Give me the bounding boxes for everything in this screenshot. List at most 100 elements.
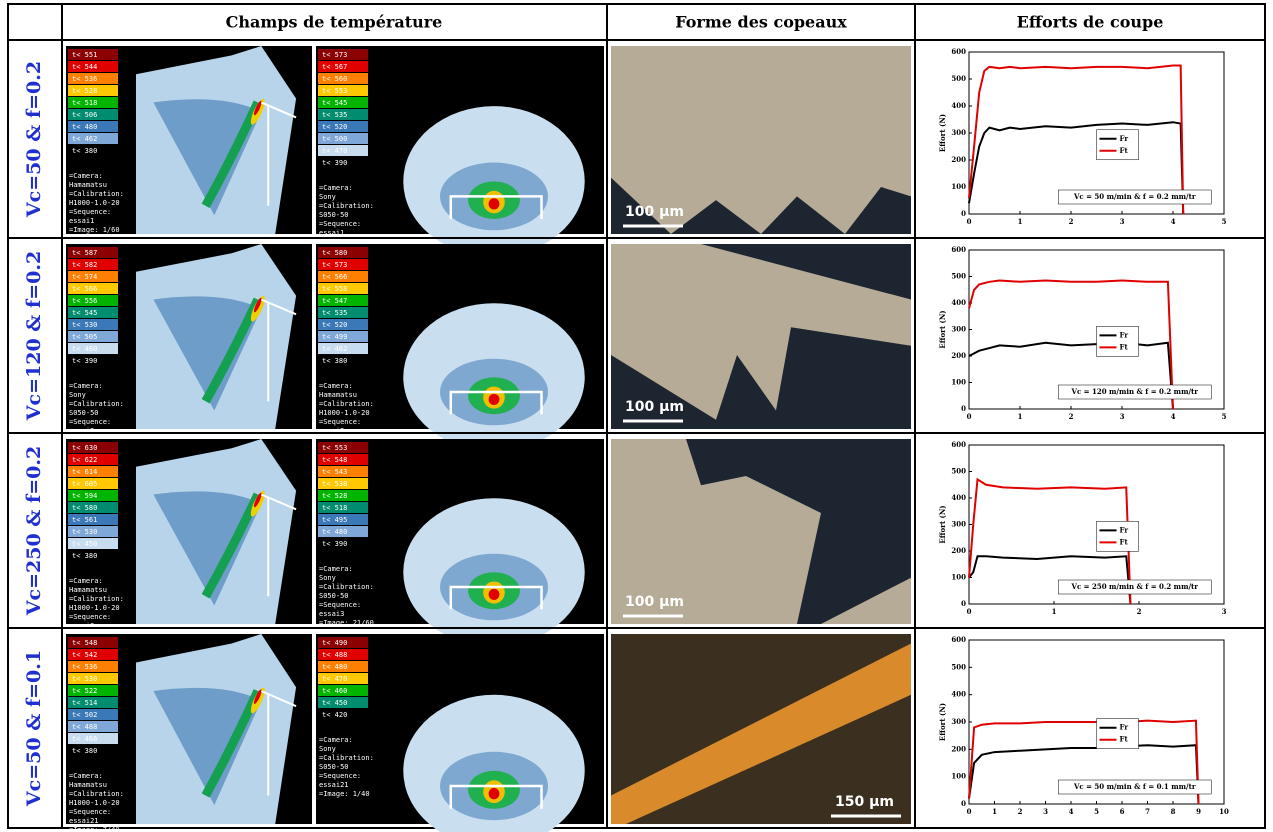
legend-label: t< 390	[72, 357, 97, 365]
legend-label: t< 551	[72, 51, 97, 59]
legend-swatch	[68, 97, 118, 108]
camera-info: Hamamatsu	[319, 391, 357, 399]
legend-label: t< 558	[322, 285, 347, 293]
x-tick-label: 2	[1137, 607, 1142, 616]
legend-label: Fr	[1120, 723, 1129, 732]
legend-swatch	[68, 49, 118, 60]
legend-label: t< 490	[322, 639, 347, 647]
x-tick-label: 1	[1018, 217, 1023, 226]
y-tick-label: 0	[961, 404, 966, 413]
legend-box	[1096, 326, 1139, 357]
camera-info: =Sequence:	[69, 808, 111, 816]
legend-label: t< 495	[322, 516, 347, 524]
x-tick-label: 4	[1171, 412, 1176, 421]
x-tick-label: 1	[1052, 607, 1057, 616]
header: Forme des copeaux	[675, 13, 847, 32]
y-tick-label: 100	[951, 573, 966, 582]
legend-label: t< 545	[72, 309, 97, 317]
y-tick-label: 0	[961, 209, 966, 218]
thermal-region	[153, 491, 262, 606]
annotation-box	[1058, 579, 1212, 595]
legend-swatch	[68, 697, 118, 708]
x-tick-label: 2	[1018, 807, 1023, 816]
legend-label: t< 518	[322, 504, 347, 512]
legend-label: t< 528	[322, 492, 347, 500]
legend-label: t< 536	[72, 75, 97, 83]
legend-swatch	[68, 331, 118, 342]
legend-swatch	[318, 121, 368, 132]
camera-info: essai2	[319, 427, 344, 435]
camera-info: =Calibration:	[69, 595, 124, 603]
thermal-region	[201, 492, 262, 599]
legend-swatch	[318, 247, 368, 258]
legend-swatch	[68, 709, 118, 720]
legend-label: t< 462	[322, 345, 347, 353]
tool-outline	[260, 101, 297, 206]
legend-label: t< 556	[72, 297, 97, 305]
chart-background	[919, 44, 1262, 234]
legend-label: t< 520	[322, 123, 347, 131]
chip-region	[686, 439, 911, 624]
legend-swatch	[68, 247, 118, 258]
legend-swatch	[318, 355, 368, 366]
legend-label: t< 535	[322, 111, 347, 119]
camera-info: =Image: 1/60	[69, 226, 120, 234]
scale-bar-label: 100 µm	[625, 594, 684, 610]
hot-spot	[488, 588, 500, 600]
tool-outline	[260, 690, 297, 796]
y-tick-label: 400	[951, 493, 966, 502]
legend-swatch	[68, 733, 118, 744]
x-tick-label: 1	[992, 807, 997, 816]
legend-label: t< 470	[322, 147, 347, 155]
legend-swatch	[318, 157, 368, 168]
legend-label: t< 553	[322, 444, 347, 452]
camera-info: essai21	[69, 817, 99, 825]
header: Efforts de coupe	[1017, 13, 1164, 32]
camera-info: =Calibration:	[319, 583, 374, 591]
x-tick-label: 3	[1222, 607, 1227, 616]
x-tick-label: 0	[967, 412, 972, 421]
legend-swatch	[318, 343, 368, 354]
camera-info: essai3	[319, 610, 344, 618]
camera-info: =Calibration:	[69, 790, 124, 798]
tool-outline	[449, 195, 543, 219]
camera-info: =Camera:	[69, 577, 103, 585]
camera-info: =Image: 7/40	[69, 826, 120, 832]
legend-label: Ft	[1120, 146, 1129, 155]
legend-swatch	[318, 673, 368, 684]
legend-label: t< 582	[72, 261, 97, 269]
legend-swatch	[68, 73, 118, 84]
scale-bar-label: 150 µm	[835, 794, 894, 810]
camera-info: Sony	[319, 574, 336, 582]
legend-label: t< 614	[72, 468, 97, 476]
camera-info: =Sequence:	[319, 601, 361, 609]
camera-info: S050-50	[69, 409, 99, 417]
force-line	[968, 279, 1174, 410]
y-tick-label: 200	[951, 155, 966, 164]
legend-swatch	[318, 319, 368, 330]
legend-label: t< 528	[72, 87, 97, 95]
camera-info: Hamamatsu	[69, 181, 107, 189]
y-tick-label: 600	[951, 47, 966, 56]
annotation: Vc = 50 m/min & f = 0.2 mm/tr	[1073, 192, 1196, 201]
chip-region	[611, 177, 911, 234]
chart-background	[919, 242, 1262, 429]
legend-label: t< 545	[322, 99, 347, 107]
y-tick-label: 0	[961, 799, 966, 808]
camera-info: essai3	[69, 427, 94, 435]
camera-info: =Sequence:	[319, 418, 361, 426]
legend-label: t< 450	[72, 540, 97, 548]
camera-info: =Sequence:	[69, 613, 111, 621]
y-tick-label: 200	[951, 546, 966, 555]
y-tick-label: 200	[951, 744, 966, 753]
camera-info: Hamamatsu	[69, 781, 107, 789]
legend-label: t< 518	[72, 99, 97, 107]
legend-swatch	[68, 514, 118, 525]
row-label: Vc=50 & f=0.2	[23, 61, 45, 218]
legend-label: t< 420	[322, 711, 347, 719]
y-tick-label: 300	[951, 717, 966, 726]
x-tick-label: 2	[1069, 217, 1074, 226]
y-tick-label: 300	[951, 128, 966, 137]
x-tick-label: 6	[1120, 807, 1125, 816]
y-tick-label: 500	[951, 467, 966, 476]
